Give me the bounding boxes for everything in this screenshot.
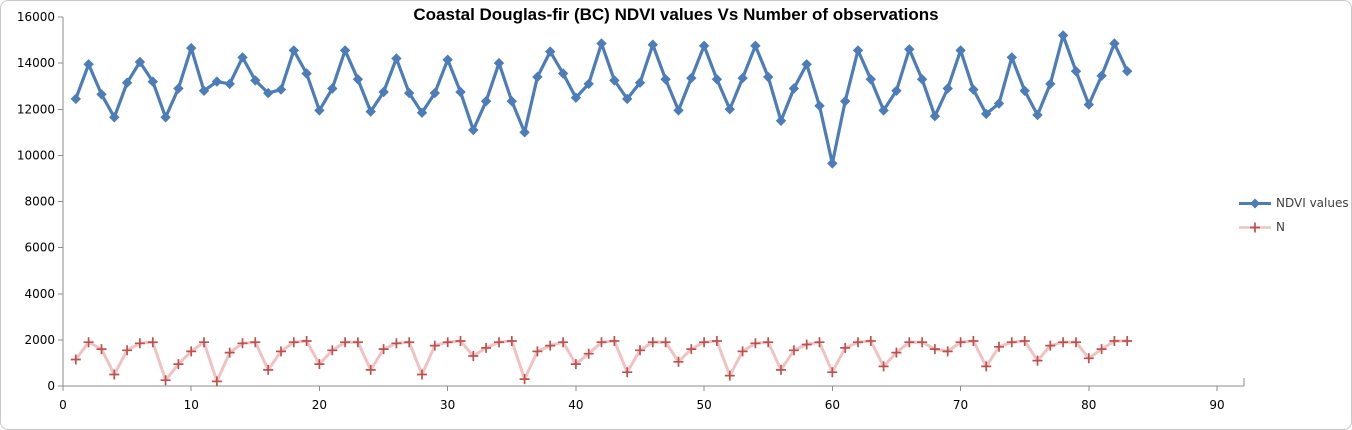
ndvi-series-legend-marker-icon <box>1239 198 1271 208</box>
svg-text:20: 20 <box>312 398 327 412</box>
svg-text:10: 10 <box>184 398 199 412</box>
svg-text:60: 60 <box>825 398 840 412</box>
svg-text:2000: 2000 <box>24 333 55 347</box>
legend-label-ndvi-values: NDVI values <box>1276 196 1349 210</box>
legend-item-n: N <box>1238 220 1349 234</box>
n-series <box>70 336 1133 387</box>
svg-text:80: 80 <box>1081 398 1096 412</box>
chart-title: Coastal Douglas-fir (BC) NDVI values Vs … <box>413 5 939 24</box>
x-axis-tick-labels: 0 10 20 30 40 50 60 70 80 90 <box>59 398 1224 412</box>
svg-text:0: 0 <box>59 398 67 412</box>
svg-text:90: 90 <box>1209 398 1224 412</box>
ndvi-series <box>70 30 1133 169</box>
svg-text:8000: 8000 <box>24 195 55 209</box>
svg-text:0: 0 <box>47 379 55 393</box>
chart-legend: NDVI values N <box>1238 196 1349 234</box>
svg-text:16000: 16000 <box>17 10 55 24</box>
svg-text:12000: 12000 <box>17 102 55 116</box>
svg-text:30: 30 <box>440 398 455 412</box>
y-axis-tick-labels: 0 2000 4000 6000 8000 10000 12000 14000 16000 <box>17 10 55 393</box>
svg-text:4000: 4000 <box>24 287 55 301</box>
svg-text:10000: 10000 <box>17 148 55 162</box>
svg-text:6000: 6000 <box>24 241 55 255</box>
svg-text:14000: 14000 <box>17 56 55 70</box>
svg-text:50: 50 <box>696 398 711 412</box>
legend-item-ndvi-values: NDVI values <box>1238 196 1349 210</box>
legend-label-n: N <box>1276 220 1285 234</box>
axes <box>58 16 1245 391</box>
svg-text:40: 40 <box>568 398 583 412</box>
svg-text:70: 70 <box>953 398 968 412</box>
n-series-legend-marker-icon <box>1239 222 1271 232</box>
